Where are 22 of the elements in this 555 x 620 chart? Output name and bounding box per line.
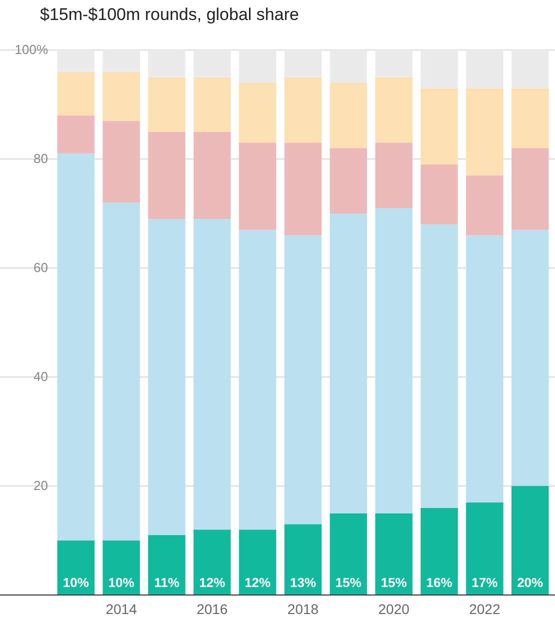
x-tick-label: 2020 [378, 601, 410, 617]
y-tick-label: 80 [34, 151, 48, 166]
y-tick-label: 60 [34, 260, 48, 275]
data-label: 10% [108, 575, 135, 590]
data-label: 17% [472, 575, 498, 590]
y-tick-label: 20 [34, 478, 48, 493]
data-label: 15% [380, 575, 408, 590]
data-label: 15% [335, 575, 362, 590]
data-label: 13% [290, 575, 316, 590]
data-label: 12% [199, 575, 226, 590]
x-tick-label: 2018 [287, 601, 319, 617]
x-tick-label: 2022 [469, 601, 500, 617]
y-tick-label: 40 [34, 369, 48, 384]
x-tick-label: 2014 [106, 601, 138, 617]
x-tick-label: 2016 [196, 601, 228, 617]
data-label: 10% [62, 575, 90, 590]
chart-title: $15m-$100m rounds, global share [40, 5, 299, 24]
data-label: 11% [154, 575, 180, 590]
y-tick-label: 100% [14, 42, 48, 57]
data-label: 16% [426, 575, 453, 590]
data-label: 12% [244, 575, 272, 590]
data-label: 20% [517, 575, 544, 590]
